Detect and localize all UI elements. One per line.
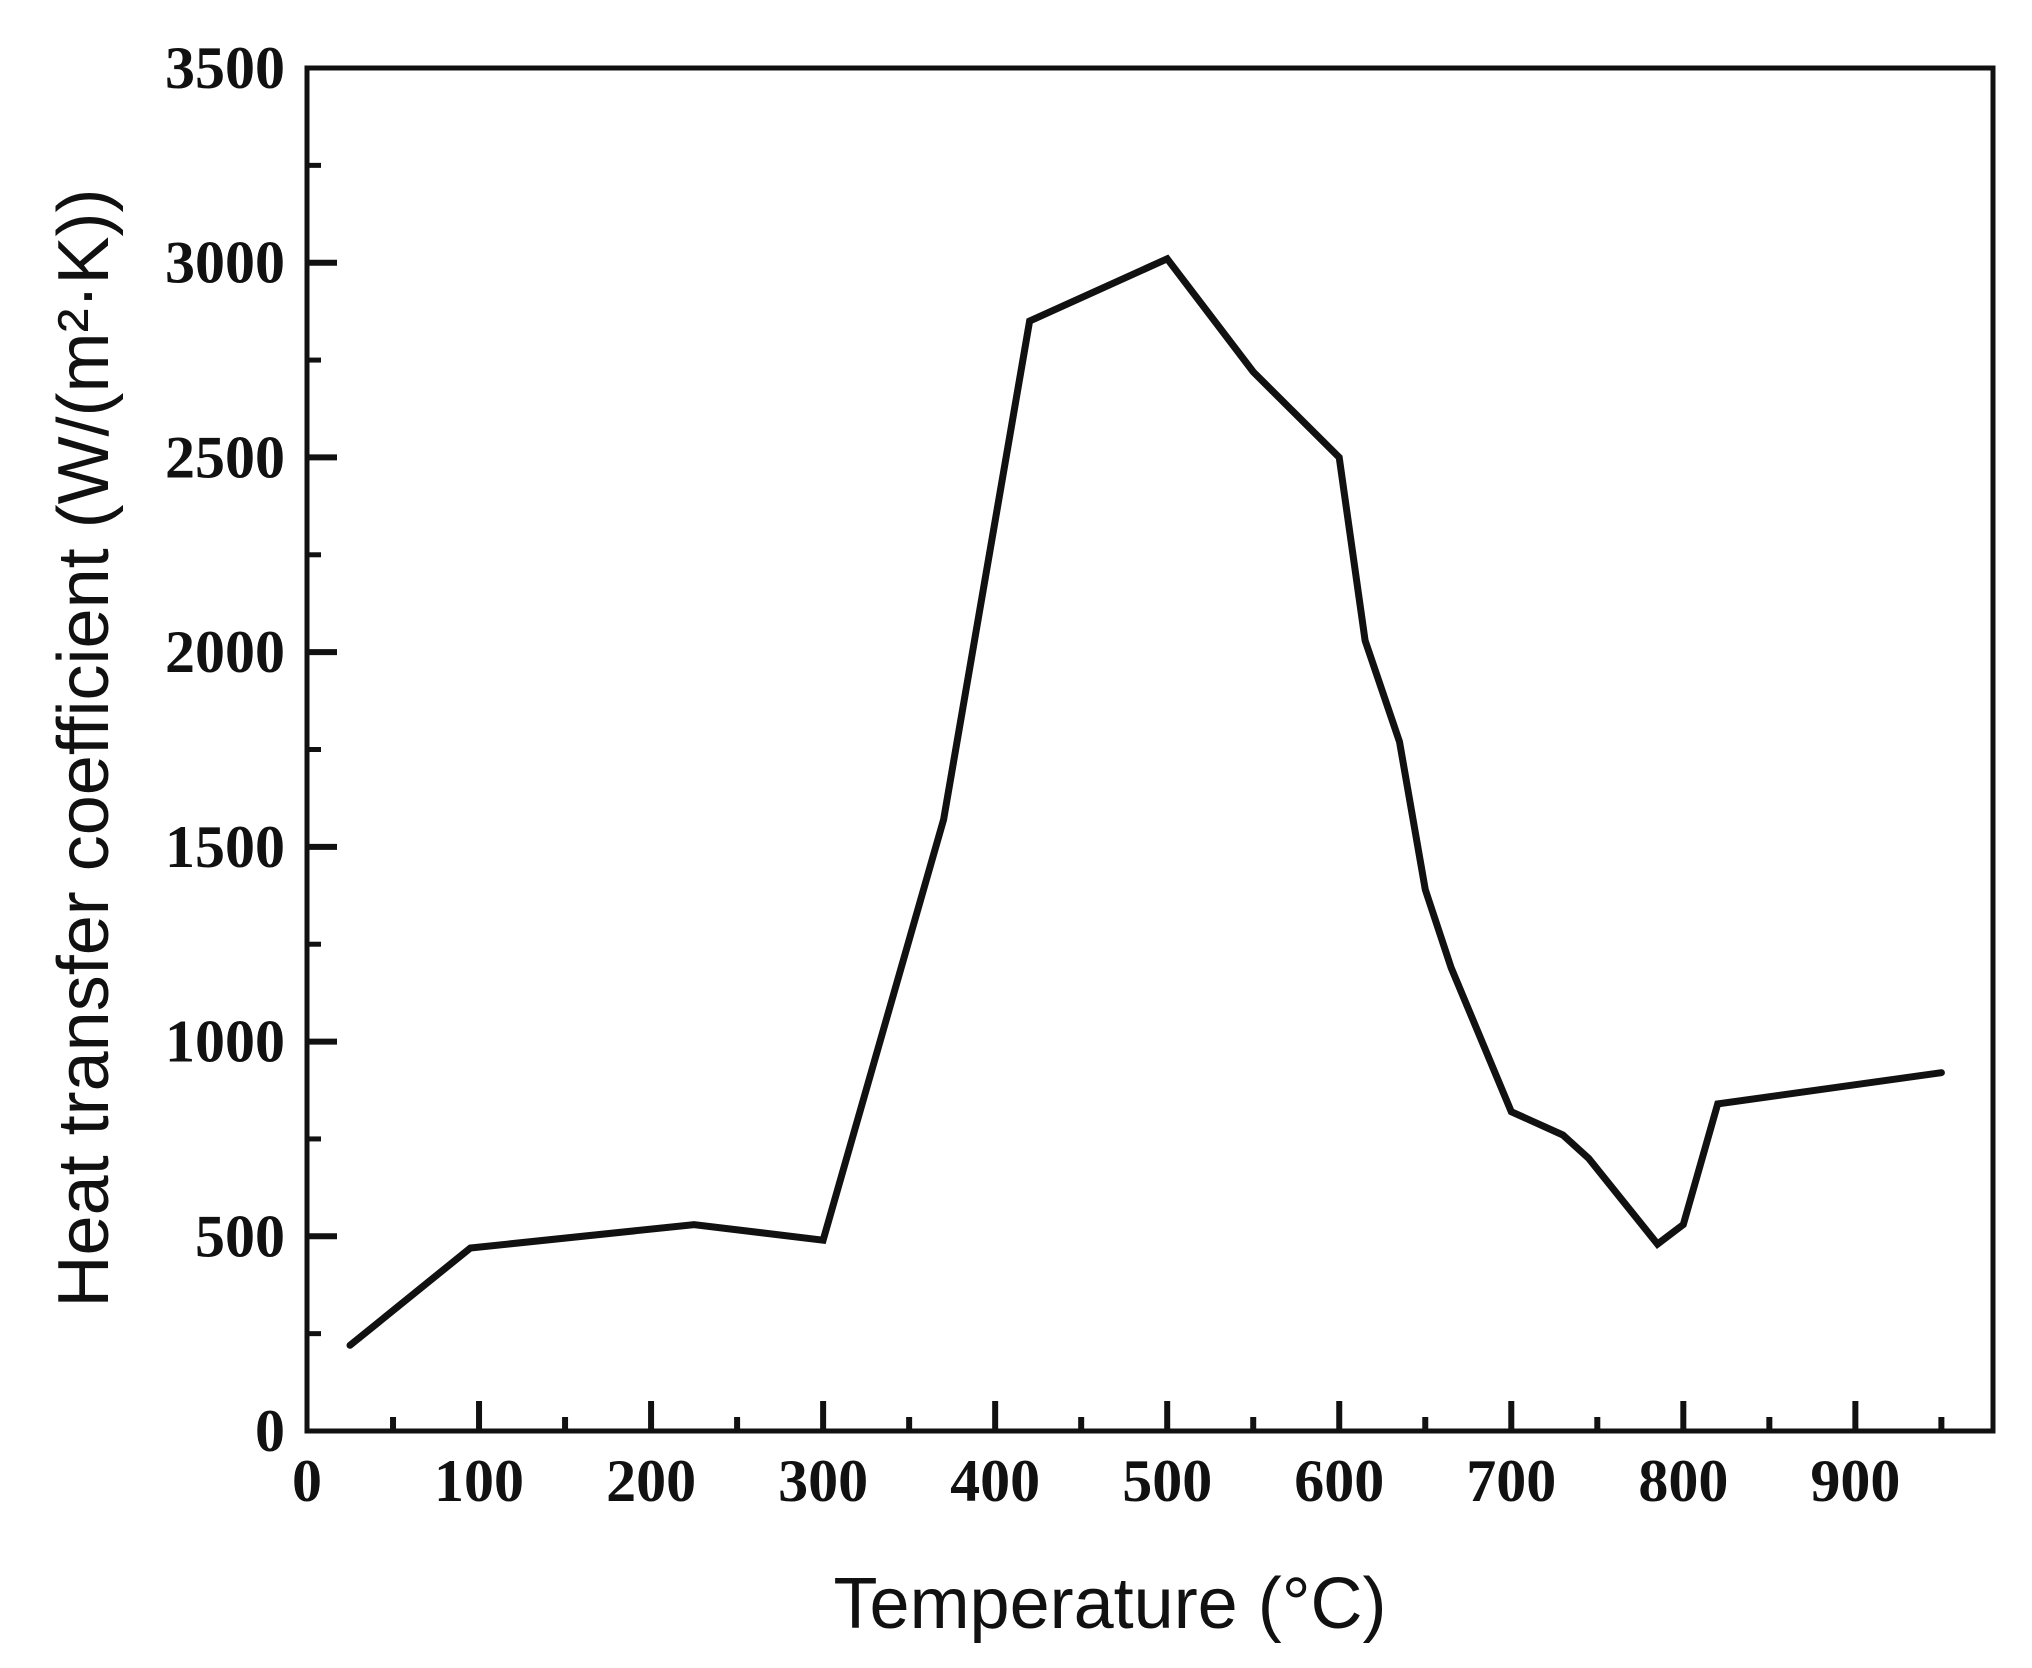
x-tick-label: 0 — [292, 1448, 322, 1514]
y-tick-label: 1000 — [165, 1009, 285, 1075]
y-axis-tick-labels: 0 500 1000 1500 2000 2500 3000 3500 — [165, 35, 285, 1464]
data-point — [1588, 1157, 1590, 1159]
x-tick-label: 300 — [778, 1448, 868, 1514]
data-point — [1252, 371, 1254, 373]
data-point — [693, 1224, 695, 1226]
x-tick-label: 500 — [1122, 1448, 1212, 1514]
plot-frame — [304, 65, 1996, 1434]
x-tick-label: 200 — [606, 1448, 696, 1514]
data-point — [1424, 889, 1426, 891]
y-tick-label: 2000 — [165, 619, 285, 685]
data-point — [1399, 741, 1400, 743]
x-tick-label: 700 — [1466, 1448, 1556, 1514]
y-tick-label: 0 — [255, 1398, 285, 1464]
data-point — [1166, 258, 1168, 260]
data-point — [1940, 1072, 1942, 1074]
y-tick-label: 1500 — [165, 814, 285, 880]
data-point — [1717, 1103, 1719, 1105]
y-tick-label: 500 — [195, 1203, 285, 1269]
y-tick-label: 2500 — [165, 424, 285, 490]
y-tick-label: 3500 — [165, 35, 285, 101]
data-point — [1562, 1134, 1564, 1136]
data-point — [1029, 320, 1031, 322]
data-point — [1657, 1243, 1658, 1245]
y-tick-label: 3000 — [165, 230, 285, 296]
data-point — [469, 1247, 471, 1249]
x-axis-ticks — [390, 1401, 1945, 1431]
x-tick-label: 900 — [1810, 1448, 1900, 1514]
data-point — [349, 1344, 351, 1346]
x-tick-label: 800 — [1638, 1448, 1728, 1514]
x-tick-label: 400 — [950, 1448, 1040, 1514]
x-axis-tick-labels: 0 100 200 300 400 500 600 700 800 900 — [292, 1448, 1900, 1514]
x-tick-label: 100 — [434, 1448, 524, 1514]
data-point — [1510, 1111, 1512, 1113]
data-point — [943, 819, 945, 821]
y-axis-ticks — [307, 162, 337, 1337]
x-tick-label: 600 — [1294, 1448, 1384, 1514]
series-layer — [346, 254, 1945, 1349]
data-point — [822, 1239, 824, 1241]
series-line — [346, 254, 1945, 1349]
data-point — [1338, 456, 1340, 458]
data-point — [1682, 1224, 1684, 1226]
x-axis-title: Temperature (°C) — [834, 1564, 1387, 1644]
data-point — [1450, 967, 1452, 969]
y-axis-title: Heat transfer coefficient (W/(m²·K)) — [44, 189, 124, 1308]
data-point — [1364, 640, 1366, 641]
